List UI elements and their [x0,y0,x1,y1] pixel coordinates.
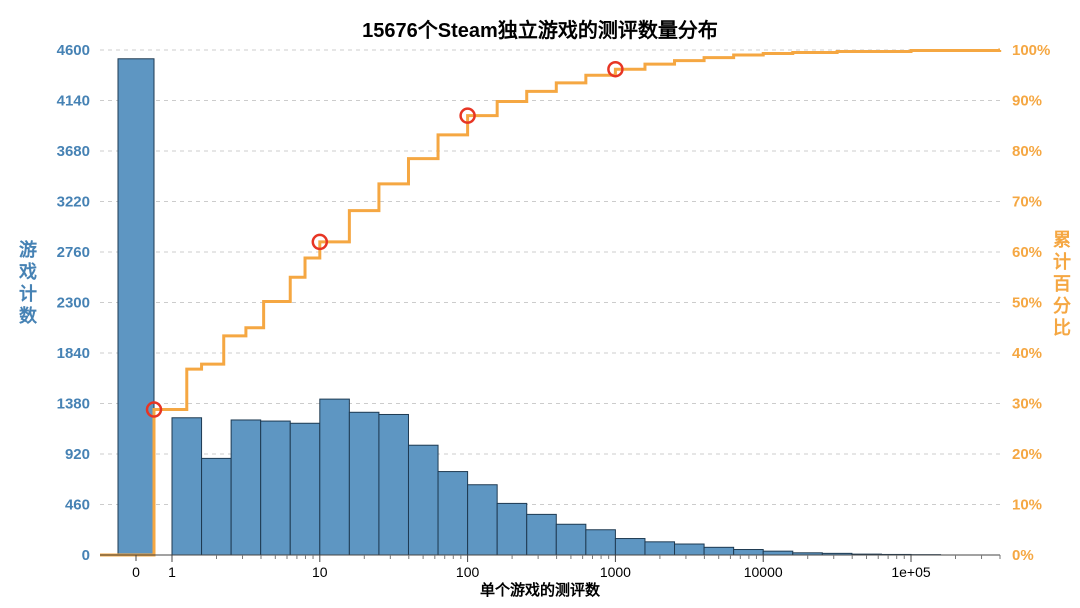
svg-text:100%: 100% [1012,42,1050,59]
svg-text:0: 0 [132,564,140,580]
svg-text:50%: 50% [1012,295,1042,312]
bar [615,539,645,555]
svg-text:70%: 70% [1012,194,1042,211]
bar [290,423,320,555]
svg-text:2760: 2760 [57,244,90,261]
bar [527,514,557,555]
svg-text:2300: 2300 [57,295,90,312]
bar [556,524,586,555]
svg-text:0: 0 [82,547,90,564]
svg-text:1: 1 [168,564,176,580]
svg-text:3680: 3680 [57,143,90,160]
svg-text:90%: 90% [1012,93,1042,110]
svg-text:40%: 40% [1012,345,1042,362]
bar [704,547,734,555]
svg-text:10000: 10000 [744,564,783,580]
svg-text:0%: 0% [1012,547,1034,564]
svg-text:4600: 4600 [57,42,90,59]
svg-text:30%: 30% [1012,396,1042,413]
bar-zero [118,59,154,555]
bar [586,530,616,555]
chart-root: 15676个Steam独立游戏的测评数量分布 游戏计数 累计百分比 单个游戏的测… [0,0,1080,608]
bar [231,420,261,555]
svg-text:10: 10 [312,564,328,580]
bar [202,458,232,555]
svg-text:100: 100 [456,564,480,580]
svg-text:1000: 1000 [600,564,631,580]
bar [320,399,350,555]
bar [497,503,527,555]
bar [468,485,498,555]
bar [261,421,291,555]
bar [172,418,202,555]
svg-text:1840: 1840 [57,345,90,362]
svg-text:80%: 80% [1012,143,1042,160]
svg-text:60%: 60% [1012,244,1042,261]
svg-text:10%: 10% [1012,497,1042,514]
bar [675,544,705,555]
y-left-ticks: 0 460 920 1380 1840 2300 2760 3220 3680 4140 4600 [57,42,90,564]
svg-text:460: 460 [65,497,90,514]
x-ticks: 0 1 10 100 1000 10000 1e+05 [132,555,1000,580]
svg-text:1e+05: 1e+05 [891,564,931,580]
bar [734,550,764,555]
bar [349,412,379,555]
bar [438,472,468,555]
histogram-bars [118,59,941,555]
bar [379,414,409,555]
svg-text:4140: 4140 [57,93,90,110]
svg-text:20%: 20% [1012,446,1042,463]
bar [763,551,793,555]
bar [408,445,438,555]
plot-area: 0 1 10 100 1000 10000 1e+05 0 460 920 1380 1840 2300… [0,0,1080,608]
bar [645,542,675,555]
svg-text:3220: 3220 [57,194,90,211]
y-right-ticks: 0% 10% 20% 30% 40% 50% 60% 70% 80% 90% 100% [1012,42,1050,564]
svg-text:1380: 1380 [57,396,90,413]
svg-text:920: 920 [65,446,90,463]
